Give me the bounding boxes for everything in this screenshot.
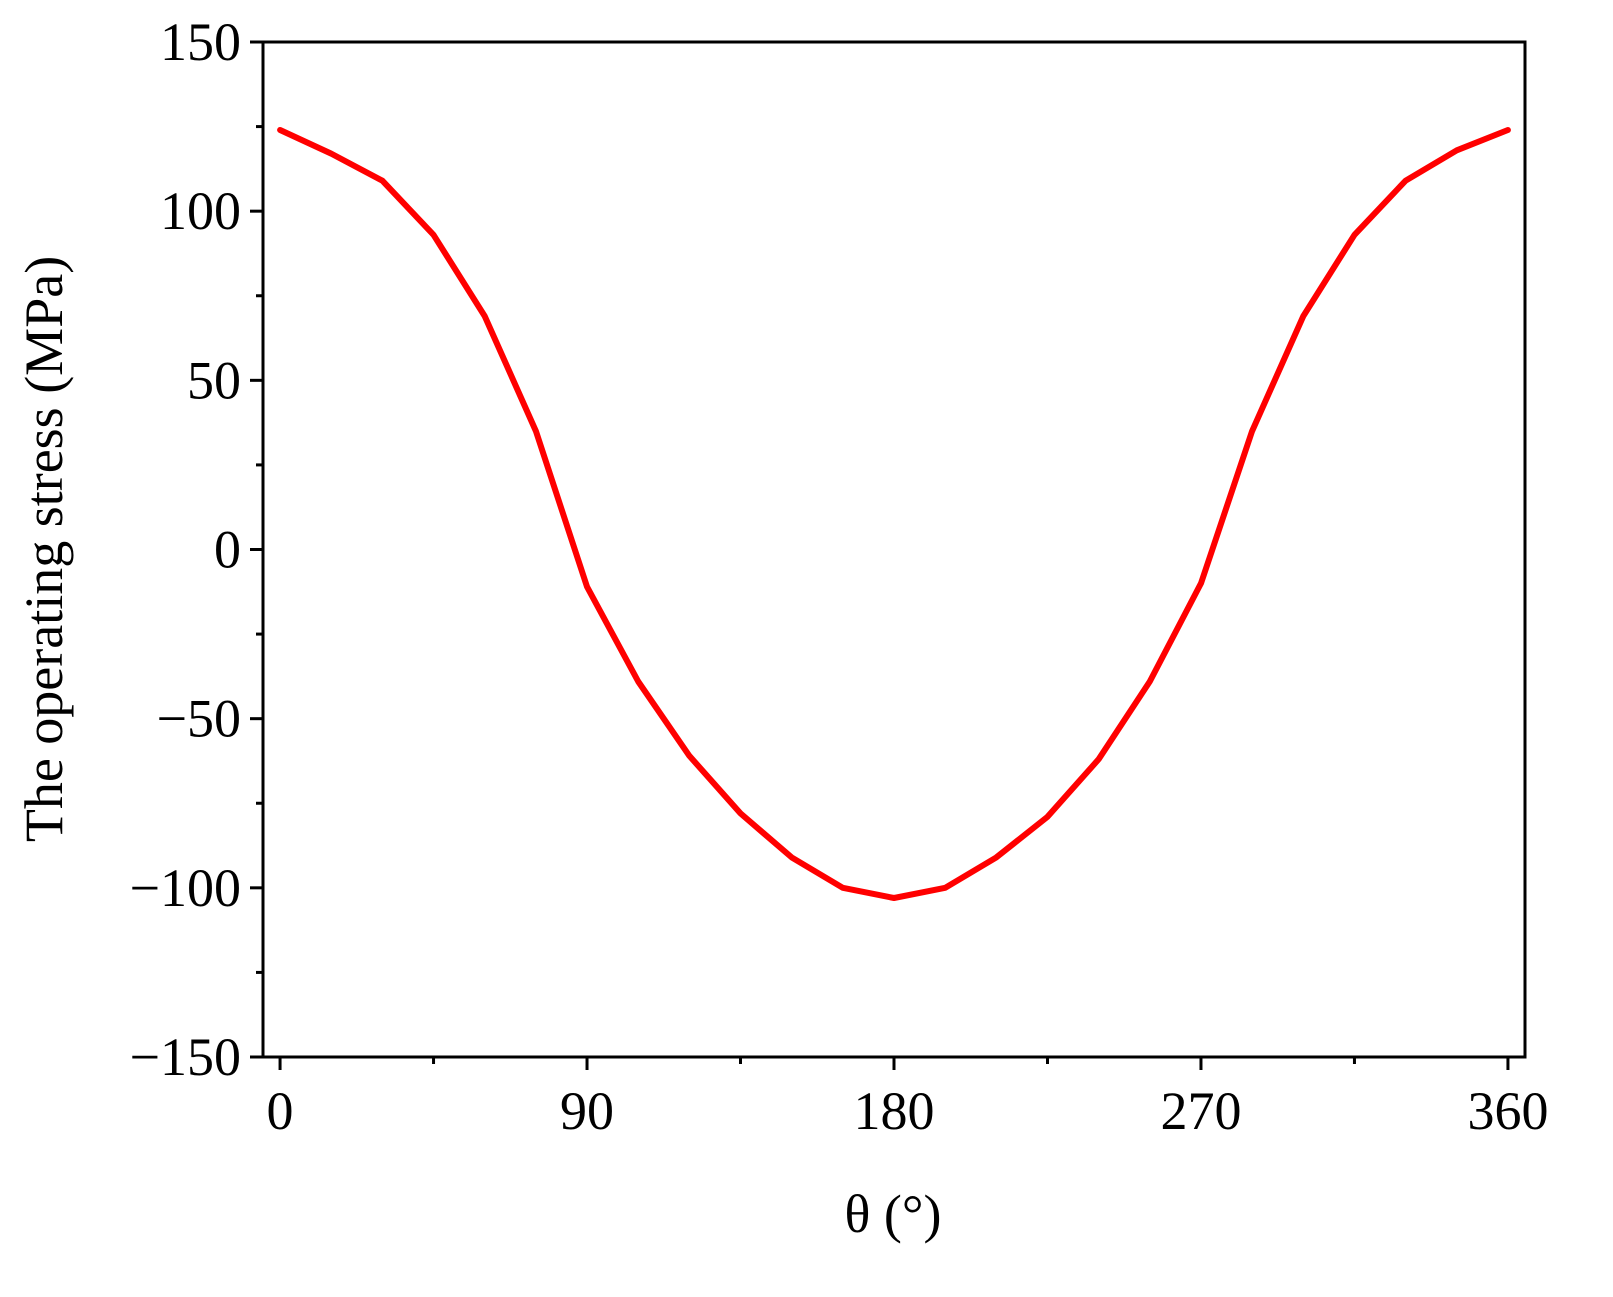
y-tick-label: −50 (157, 689, 241, 749)
y-tick-label: −150 (130, 1027, 241, 1087)
plot-frame (261, 40, 1527, 1059)
y-tick-label: 150 (160, 12, 241, 72)
y-tick-label: −100 (130, 858, 241, 918)
data-line (277, 127, 1511, 901)
y-tick-label: 50 (187, 350, 241, 410)
y-axis-label: The operating stress (MPa) (14, 256, 74, 842)
x-tick-label: 90 (560, 1081, 614, 1141)
x-tick-label: 270 (1160, 1081, 1241, 1141)
y-tick-label: 100 (160, 181, 241, 241)
y-tick-label: 0 (214, 520, 241, 580)
x-axis-label: θ (°) (845, 1184, 942, 1244)
x-tick-label: 180 (854, 1081, 935, 1141)
x-tick-label: 360 (1467, 1081, 1548, 1141)
x-tick-label: 0 (267, 1081, 294, 1141)
